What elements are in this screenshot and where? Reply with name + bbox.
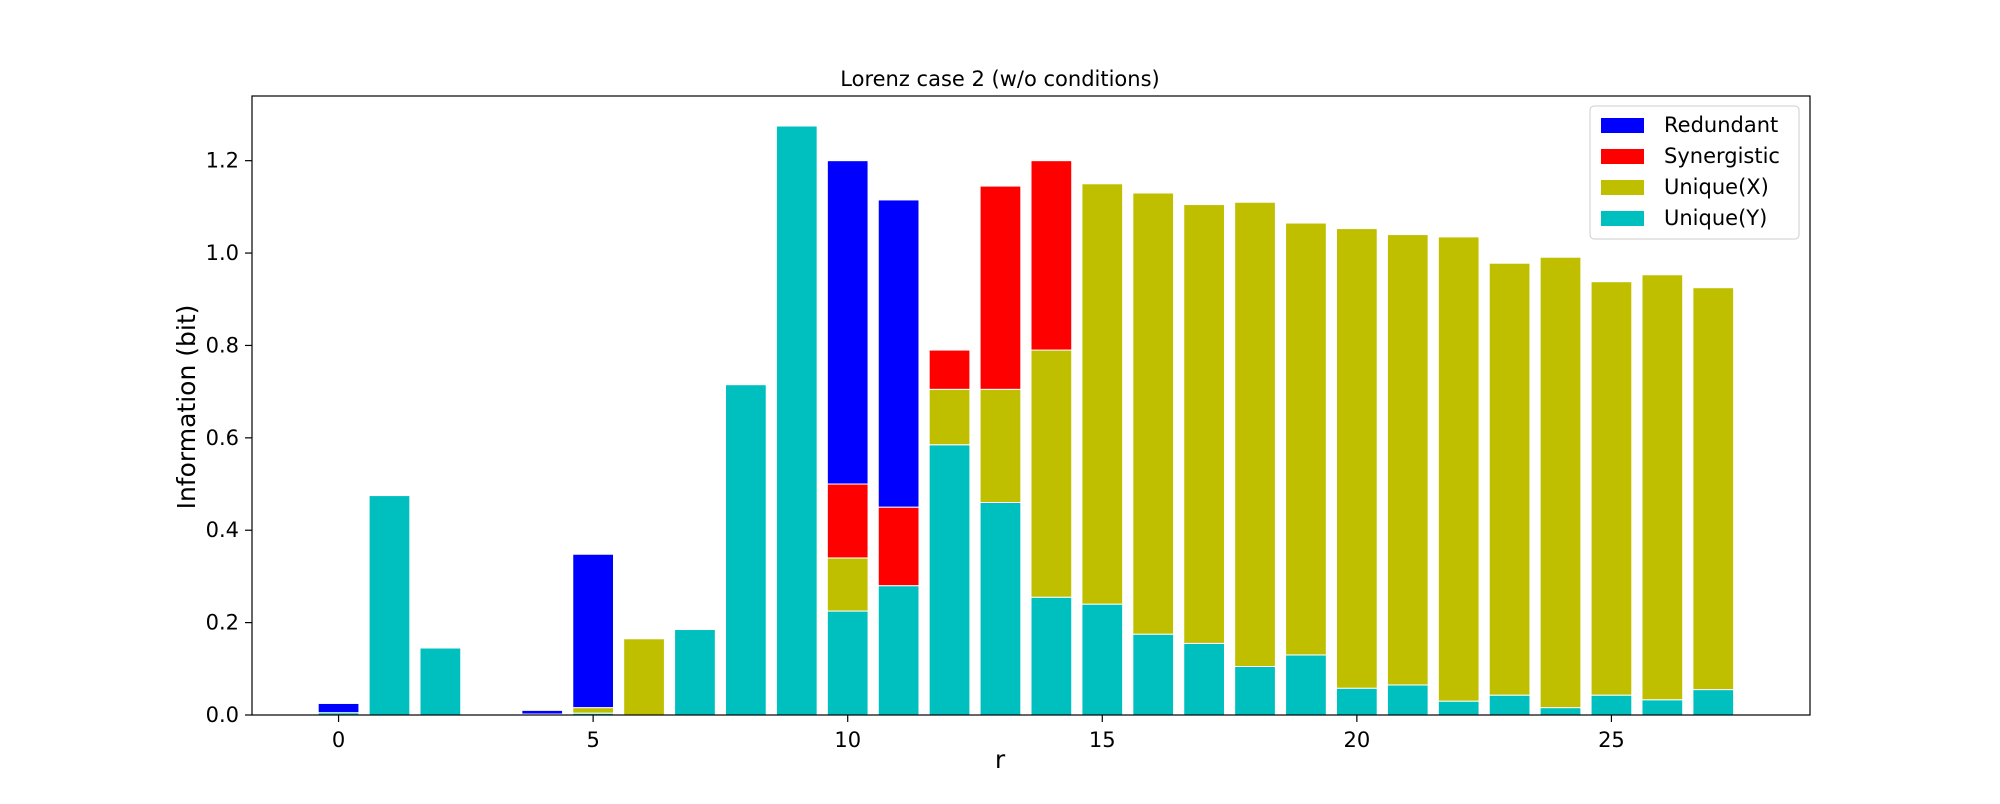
bar-unique-x-r26 — [1641, 274, 1684, 701]
legend-label-unique-y: Unique(Y) — [1664, 206, 1767, 230]
y-tick-label: 0.8 — [206, 333, 239, 357]
bar-redundant-r10 — [826, 160, 869, 485]
bar-unique-y-r15 — [1081, 603, 1124, 716]
x-tick-label: 0 — [332, 728, 345, 752]
bar-unique-y-r13 — [979, 502, 1022, 716]
bar-unique-y-r23 — [1488, 694, 1531, 716]
legend-swatch-redundant — [1601, 118, 1644, 133]
bar-unique-y-r16 — [1132, 633, 1175, 716]
bar-redundant-r0 — [317, 702, 360, 714]
x-tick-label: 10 — [834, 728, 861, 752]
bar-unique-y-r26 — [1641, 699, 1684, 716]
y-tick-label: 0.0 — [206, 703, 239, 727]
axes-layer: 0 5 10 15 20 25 0.0 0.2 0.4 0.6 0.8 1.0 1.2 — [206, 95, 1811, 752]
bar-unique-x-r18 — [1234, 201, 1276, 667]
bar-unique-x-r17 — [1183, 204, 1225, 644]
legend-swatch-unique-x — [1601, 180, 1644, 195]
bar-unique-x-r6 — [623, 638, 665, 716]
bar-unique-y-r8 — [725, 384, 767, 716]
bar-unique-y-r19 — [1285, 654, 1327, 716]
bar-unique-x-r10 — [826, 557, 869, 612]
x-axis-label: r — [995, 745, 1006, 774]
bar-unique-x-r16 — [1132, 192, 1175, 635]
bar-unique-y-r21 — [1386, 684, 1429, 716]
bar-unique-y-r11 — [877, 585, 920, 716]
bar-unique-y-r22 — [1437, 700, 1480, 716]
bar-unique-x-r25 — [1590, 281, 1633, 696]
bar-unique-x-r19 — [1285, 222, 1327, 656]
legend-label-unique-x: Unique(X) — [1664, 175, 1769, 199]
bar-unique-y-r24 — [1539, 707, 1582, 716]
bar-synergistic-r14 — [1030, 160, 1073, 351]
bar-unique-x-r22 — [1437, 236, 1480, 702]
y-tick-label: 0.4 — [206, 518, 239, 542]
bar-unique-y-r17 — [1183, 642, 1225, 716]
bar-synergistic-r10 — [826, 483, 869, 559]
bar-unique-y-r7 — [674, 629, 716, 716]
bar-unique-y-r9 — [775, 125, 818, 716]
bar-unique-y-r27 — [1692, 689, 1735, 716]
bar-synergistic-r12 — [928, 349, 971, 390]
bar-unique-x-r27 — [1692, 287, 1735, 691]
y-tick-label: 1.2 — [206, 149, 239, 173]
legend-swatch-synergistic — [1601, 149, 1644, 164]
bar-unique-y-r10 — [826, 610, 869, 716]
bar-redundant-r4 — [521, 709, 564, 715]
bar-unique-x-r13 — [979, 388, 1022, 504]
x-tick-label: 20 — [1343, 728, 1370, 752]
bars-layer — [317, 125, 1735, 716]
x-tick-label: 15 — [1089, 728, 1116, 752]
bar-unique-y-r2 — [419, 647, 462, 716]
y-axis-label: Information (bit) — [172, 305, 201, 510]
bar-redundant-r5 — [572, 553, 614, 709]
bar-unique-y-r12 — [928, 444, 971, 716]
chart-title: Lorenz case 2 (w/o conditions) — [840, 67, 1159, 91]
bar-unique-x-r5 — [572, 707, 614, 714]
bar-unique-x-r15 — [1081, 183, 1124, 605]
bar-unique-y-r14 — [1030, 596, 1073, 716]
bar-unique-x-r24 — [1539, 256, 1582, 709]
bar-synergistic-r13 — [979, 185, 1022, 390]
legend-box — [1589, 105, 1800, 240]
legend-swatch-unique-y — [1601, 211, 1644, 226]
bar-unique-x-r14 — [1030, 349, 1073, 598]
bar-unique-x-r23 — [1488, 262, 1531, 696]
y-tick-label: 1.0 — [206, 241, 239, 265]
plot-frame — [251, 95, 1811, 716]
legend: Redundant Synergistic Unique(X) Unique(Y) — [1589, 105, 1800, 240]
x-tick-label: 5 — [586, 728, 599, 752]
bar-unique-y-r20 — [1335, 687, 1378, 716]
bar-redundant-r11 — [877, 199, 920, 508]
bar-synergistic-r11 — [877, 506, 920, 587]
bar-unique-y-r18 — [1234, 665, 1276, 716]
bar-unique-y-r1 — [368, 495, 411, 716]
bar-unique-x-r20 — [1335, 228, 1378, 689]
bar-unique-x-r12 — [928, 388, 971, 446]
legend-label-redundant: Redundant — [1664, 113, 1778, 137]
y-tick-label: 0.6 — [206, 426, 239, 450]
y-tick-label: 0.2 — [206, 611, 239, 635]
bar-unique-x-r21 — [1386, 234, 1429, 686]
x-tick-label: 25 — [1598, 728, 1625, 752]
bar-unique-y-r25 — [1590, 694, 1633, 716]
legend-label-synergistic: Synergistic — [1664, 144, 1780, 168]
